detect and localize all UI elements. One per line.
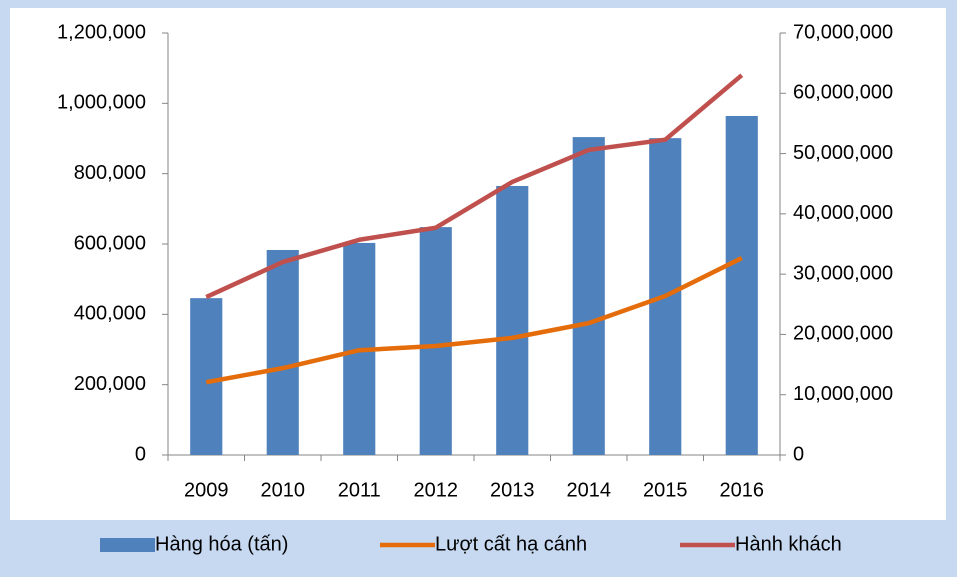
x-tick-label: 2012 — [414, 479, 459, 501]
bar — [725, 115, 758, 455]
y2-tick-label: 60,000,000 — [793, 82, 893, 104]
x-tick-label: 2010 — [261, 479, 306, 501]
y-tick-label: 600,000 — [74, 232, 146, 254]
bar — [572, 137, 605, 456]
y-tick-label: 200,000 — [74, 373, 146, 395]
legend-label: Lượt cất hạ cánh — [435, 533, 587, 555]
legend-label: Hành khách — [735, 533, 842, 555]
bar — [190, 298, 223, 455]
y2-tick-label: 10,000,000 — [793, 383, 893, 405]
plot-background — [10, 8, 946, 520]
x-tick-label: 2011 — [338, 479, 381, 501]
y2-tick-label: 30,000,000 — [793, 262, 893, 284]
x-tick-label: 2009 — [184, 479, 229, 501]
line — [205, 73, 744, 300]
y-tick-label: 400,000 — [74, 303, 146, 325]
x-tick-label: 2015 — [643, 479, 688, 501]
line — [205, 256, 743, 385]
legend-label: Hàng hóa (tấn) — [155, 533, 288, 555]
y-tick-label: 1,200,000 — [57, 21, 146, 43]
y-tick-label: 800,000 — [74, 162, 146, 184]
y2-tick-label: 40,000,000 — [793, 202, 893, 224]
y2-tick-label: 0 — [793, 443, 804, 465]
y-tick-label: 1,000,000 — [57, 92, 146, 114]
y2-tick-label: 20,000,000 — [793, 323, 893, 345]
bar — [496, 185, 529, 455]
x-tick-label: 2014 — [567, 479, 612, 501]
x-tick-label: 2013 — [490, 479, 535, 501]
legend-swatch — [100, 538, 155, 552]
y2-tick-label: 70,000,000 — [793, 21, 893, 43]
y2-tick-label: 50,000,000 — [793, 142, 893, 164]
x-tick-label: 2016 — [720, 479, 765, 501]
bar — [419, 227, 452, 455]
bar — [266, 249, 299, 455]
y-tick-label: 0 — [135, 443, 146, 465]
